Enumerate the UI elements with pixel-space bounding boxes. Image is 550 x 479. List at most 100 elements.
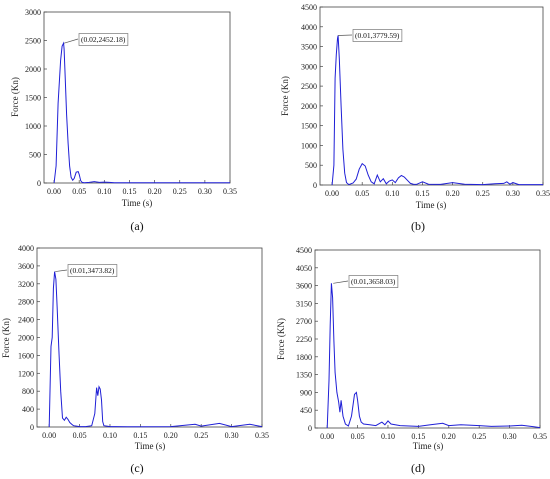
- ytick-label-d: 3150: [296, 299, 312, 308]
- ytick-label-c: 2400: [18, 316, 34, 325]
- xtick-label-d: 0.00: [320, 432, 334, 441]
- ytick-label-d: 0: [308, 424, 312, 433]
- ytick-label-c: 1600: [18, 351, 34, 360]
- ytick-label-b: 1000: [301, 141, 317, 150]
- ytick-label-b: 500: [305, 161, 317, 170]
- xtick-label-c: 0.30: [225, 431, 239, 440]
- ytick-label-c: 3600: [18, 262, 34, 271]
- xtick-label-b: 0.20: [446, 189, 460, 198]
- xtick-label-b: 0.10: [385, 189, 399, 198]
- plot-frame-b: [319, 6, 544, 186]
- xtick-label-b: 0.25: [476, 189, 490, 198]
- xtick-label-a: 0.25: [173, 187, 187, 196]
- annotation-label-d: (0.01,3658.03): [351, 277, 396, 286]
- ytick-label-d: 900: [300, 388, 312, 397]
- ytick-label-a: 1500: [25, 94, 41, 103]
- xtick-label-d: 0.15: [411, 432, 425, 441]
- xtick-label-d: 0.10: [381, 432, 395, 441]
- ytick-label-c: 0: [30, 423, 34, 432]
- ylabel-d: Force (KN): [276, 318, 286, 360]
- ytick-label-a: 500: [29, 151, 41, 160]
- xtick-label-b: 0.15: [415, 189, 429, 198]
- xtick-label-d: 0.20: [442, 432, 456, 441]
- ytick-label-b: 3000: [301, 62, 317, 71]
- annotation-box-c: [67, 264, 118, 277]
- ytick-label-a: 3000: [25, 8, 41, 17]
- ytick-label-c: 800: [22, 387, 34, 396]
- ytick-label-c: 400: [22, 405, 34, 414]
- xtick-label-c: 0.35: [255, 431, 269, 440]
- xtick-label-c: 0.05: [73, 431, 87, 440]
- plot-frame-a: [43, 11, 231, 184]
- ytick-label-a: 2500: [25, 37, 41, 46]
- xtick-label-a: 0.00: [47, 187, 61, 196]
- annotation-label-c: (0.01,3473.82): [70, 266, 115, 275]
- xtick-label-b: 0.30: [506, 189, 520, 198]
- caption-c: (c): [130, 461, 143, 475]
- xtick-label-c: 0.10: [103, 431, 117, 440]
- xtick-label-c: 0.20: [164, 431, 178, 440]
- series-line-b: [331, 35, 543, 186]
- ytick-label-a: 0: [37, 179, 41, 188]
- panel-d: Force (KN) Time (s) (d) 0.00 0.05 0.10 0.15…: [276, 246, 547, 475]
- ylabel-c: Force (Kn): [1, 318, 11, 358]
- ytick-label-c: 2000: [18, 334, 34, 343]
- panel-c: Force (Kn) Time (s) (c) 0.00 0.05 0.10 0.15…: [1, 244, 269, 475]
- caption-d: (d): [411, 461, 425, 475]
- annotation-leader-a: [64, 38, 79, 44]
- ytick-label-a: 1000: [25, 122, 41, 131]
- xtick-label-b: 0.00: [325, 189, 339, 198]
- series-line-a: [53, 41, 230, 184]
- ytick-label-b: 4000: [301, 23, 317, 32]
- ytick-label-b: 4500: [301, 3, 317, 12]
- xlabel-b: Time (s): [416, 200, 446, 210]
- xtick-label-b: 0.05: [355, 189, 369, 198]
- xtick-label-d: 0.35: [533, 432, 547, 441]
- xlabel-c: Time (s): [135, 441, 165, 451]
- xtick-label-c: 0.25: [194, 431, 208, 440]
- xtick-label-b: 0.35: [536, 189, 550, 198]
- xtick-label-a: 0.15: [122, 187, 136, 196]
- ytick-label-c: 4000: [18, 244, 34, 253]
- ytick-label-b: 2500: [301, 82, 317, 91]
- ytick-label-b: 3500: [301, 43, 317, 52]
- annotation-box-a: [78, 33, 129, 46]
- ytick-label-b: 0: [313, 181, 317, 190]
- ytick-label-d: 3600: [296, 282, 312, 291]
- xtick-label-a: 0.35: [223, 187, 237, 196]
- xtick-label-d: 0.05: [351, 432, 365, 441]
- series-line-d: [326, 283, 541, 429]
- xtick-label-a: 0.10: [97, 187, 111, 196]
- ytick-label-d: 2700: [296, 317, 312, 326]
- xtick-label-d: 0.25: [472, 432, 486, 441]
- ytick-label-b: 1500: [301, 122, 317, 131]
- ylabel-a: Force (Kn): [10, 77, 20, 117]
- xtick-label-c: 0.00: [42, 431, 56, 440]
- ytick-label-c: 3200: [18, 280, 34, 289]
- ytick-label-d: 1800: [296, 353, 312, 362]
- xtick-label-d: 0.30: [503, 432, 517, 441]
- ytick-label-c: 2800: [18, 298, 34, 307]
- ytick-label-d: 4050: [296, 264, 312, 273]
- caption-a: (a): [130, 219, 143, 233]
- xtick-label-c: 0.15: [133, 431, 147, 440]
- xtick-label-a: 0.30: [198, 187, 212, 196]
- annotation-label-a: (0.02,2452.18): [81, 35, 126, 44]
- ytick-label-b: 2000: [301, 102, 317, 111]
- xtick-label-a: 0.20: [148, 187, 162, 196]
- ytick-label-c: 1200: [18, 369, 34, 378]
- xlabel-a: Time (s): [122, 198, 152, 208]
- series-line-c: [48, 271, 263, 428]
- annotation-leader-d: [333, 280, 349, 284]
- annotation-box-d: [348, 275, 399, 288]
- caption-b: (b): [411, 219, 425, 233]
- ytick-label-d: 4500: [296, 246, 312, 255]
- ytick-label-d: 450: [300, 406, 312, 415]
- panel-b: Force (Kn) Time (s) (b) 0.00 0.05 0.10 0.15…: [280, 3, 550, 233]
- ytick-label-d: 1350: [296, 371, 312, 380]
- annotation-label-b: (0.01,3779.59): [355, 31, 400, 40]
- ytick-label-d: 2250: [296, 335, 312, 344]
- ylabel-b: Force (Kn): [280, 76, 290, 116]
- xtick-label-a: 0.05: [72, 187, 86, 196]
